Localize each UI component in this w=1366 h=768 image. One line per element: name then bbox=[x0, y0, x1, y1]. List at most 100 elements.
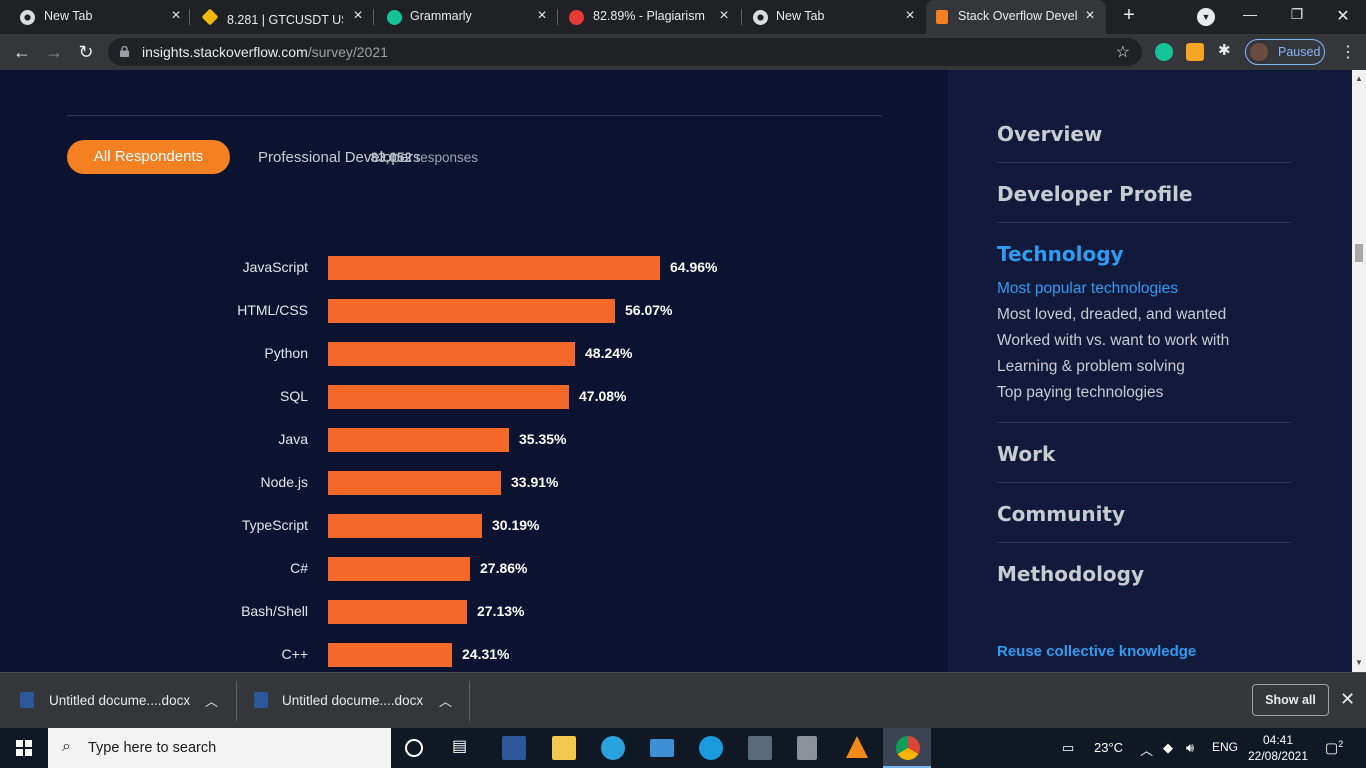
survey-main: All Respondents Professional Developers … bbox=[0, 70, 948, 672]
telegram-icon[interactable] bbox=[601, 736, 625, 760]
tab-grammarly[interactable]: Grammarly × bbox=[374, 0, 558, 34]
responses-number: 83,052 bbox=[370, 150, 412, 165]
chevron-up-icon[interactable]: ︿ bbox=[205, 694, 219, 709]
temperature-text[interactable]: 23°C bbox=[1094, 740, 1124, 755]
divider bbox=[236, 681, 237, 721]
volume-icon[interactable]: 🔊︎ bbox=[1186, 740, 1195, 755]
grammarly-extension-icon[interactable] bbox=[1155, 43, 1173, 61]
scroll-thumb[interactable] bbox=[1355, 244, 1363, 262]
nav-work[interactable]: Work bbox=[997, 442, 1056, 466]
show-all-button[interactable]: Show all bbox=[1252, 684, 1329, 716]
download-item[interactable]: Untitled docume....docx ︿ bbox=[0, 673, 237, 729]
reuse-knowledge-link[interactable]: Reuse collective knowledge bbox=[997, 643, 1197, 660]
url-text: insights.stackoverflow.com/survey/2021 bbox=[142, 44, 388, 60]
mail-icon[interactable] bbox=[650, 739, 674, 757]
notification-icon[interactable]: ▢2 bbox=[1325, 739, 1344, 756]
menu-kebab-icon[interactable]: ⋮ bbox=[1340, 44, 1356, 61]
dropbox-icon[interactable]: ◆ bbox=[1163, 740, 1173, 755]
chevron-up-icon[interactable]: ︿ bbox=[439, 694, 453, 709]
task-view-icon[interactable]: ▤ bbox=[452, 738, 468, 755]
nav-overview[interactable]: Overview bbox=[997, 122, 1103, 146]
bookmark-star-icon[interactable]: ☆ bbox=[1115, 44, 1130, 61]
divider bbox=[997, 422, 1291, 423]
back-arrow-icon[interactable]: ← bbox=[13, 42, 31, 62]
bar-label: Node.js bbox=[260, 474, 308, 490]
close-icon[interactable]: × bbox=[171, 7, 181, 24]
search-placeholder: Type here to search bbox=[88, 740, 217, 756]
download-item[interactable]: Untitled docume....docx ︿ bbox=[237, 673, 470, 729]
window-close-icon[interactable]: ✕ bbox=[1336, 8, 1350, 25]
language-indicator[interactable]: ENG bbox=[1212, 740, 1239, 754]
tab-new-tab-2[interactable]: New Tab × bbox=[742, 0, 926, 34]
bar-value-label: 33.91% bbox=[511, 474, 559, 490]
bar-value-label: 27.13% bbox=[477, 603, 525, 619]
nav-developer-profile[interactable]: Developer Profile bbox=[997, 182, 1193, 206]
nav-sub-most-loved[interactable]: Most loved, dreaded, and wanted bbox=[997, 306, 1227, 323]
clock[interactable]: 04:41 22/08/2021 bbox=[1246, 732, 1310, 764]
nav-technology[interactable]: Technology bbox=[997, 242, 1124, 266]
tab-search-icon[interactable]: ▼ bbox=[1197, 8, 1215, 26]
close-icon[interactable]: × bbox=[353, 7, 363, 24]
bar-value-label: 48.24% bbox=[585, 345, 633, 361]
scroll-down-icon[interactable]: ▼ bbox=[1355, 658, 1363, 667]
close-icon[interactable]: × bbox=[719, 7, 729, 24]
reload-icon[interactable]: ↻ bbox=[78, 42, 94, 62]
chrome-taskbar-button[interactable] bbox=[883, 728, 931, 768]
lock-icon bbox=[120, 46, 129, 57]
bar-value-label: 27.86% bbox=[480, 560, 528, 576]
divider bbox=[997, 482, 1291, 483]
clock-date: 22/08/2021 bbox=[1247, 749, 1309, 763]
bar-label: TypeScript bbox=[241, 517, 308, 533]
nav-methodology[interactable]: Methodology bbox=[997, 562, 1145, 586]
minimize-icon[interactable]: — bbox=[1243, 6, 1257, 22]
page-scrollbar[interactable]: ▲ ▼ bbox=[1352, 70, 1366, 672]
nav-community[interactable]: Community bbox=[997, 502, 1126, 526]
close-icon[interactable]: × bbox=[537, 7, 547, 24]
close-icon[interactable]: ✕ bbox=[1340, 689, 1356, 709]
nav-sub-top-paying[interactable]: Top paying technologies bbox=[997, 384, 1164, 401]
divider bbox=[997, 162, 1291, 163]
extensions-puzzle-icon[interactable]: ✱ bbox=[1218, 42, 1231, 59]
scroll-up-icon[interactable]: ▲ bbox=[1355, 74, 1363, 83]
edge-icon[interactable] bbox=[699, 736, 723, 760]
all-respondents-toggle[interactable]: All Respondents bbox=[67, 140, 230, 174]
tab-binance[interactable]: 8.281 | GTCUSDT USDⓂ × bbox=[190, 0, 374, 34]
vlc-icon[interactable] bbox=[846, 736, 868, 758]
nav-sub-worked-with[interactable]: Worked with vs. want to work with bbox=[997, 332, 1230, 349]
cortana-icon[interactable] bbox=[405, 739, 423, 757]
bar bbox=[328, 643, 452, 667]
file-explorer-icon[interactable] bbox=[552, 736, 576, 760]
tab-label: Stack Overflow Develo bbox=[958, 9, 1078, 23]
restore-icon[interactable]: ❐ bbox=[1290, 6, 1304, 22]
grammarly-icon bbox=[387, 10, 402, 25]
nav-sub-learning[interactable]: Learning & problem solving bbox=[997, 358, 1185, 375]
sq-extension-icon[interactable] bbox=[1186, 43, 1204, 61]
calculator-icon[interactable] bbox=[797, 736, 817, 760]
tab-label: Grammarly bbox=[410, 9, 472, 23]
word-app-icon[interactable] bbox=[502, 736, 526, 760]
clock-time: 04:41 bbox=[1262, 733, 1294, 747]
bar-label: JavaScript bbox=[242, 259, 308, 275]
windows-start-icon[interactable] bbox=[16, 740, 32, 756]
responses-count: 83,052 responses bbox=[371, 150, 478, 165]
address-bar[interactable]: insights.stackoverflow.com/survey/2021 ☆ bbox=[108, 38, 1142, 66]
nav-sub-most-popular[interactable]: Most popular technologies bbox=[997, 280, 1178, 297]
download-filename: Untitled docume....docx bbox=[49, 693, 191, 708]
taskbar-search-box[interactable]: ⌕ Type here to search bbox=[48, 728, 391, 768]
forward-arrow-icon[interactable]: → bbox=[45, 42, 63, 62]
download-filename: Untitled docume....docx bbox=[282, 693, 424, 708]
tab-new-tab-1[interactable]: New Tab × bbox=[0, 0, 190, 34]
sidebar-nav: Overview Developer Profile Technology Mo… bbox=[948, 70, 1352, 672]
tab-plagiarism[interactable]: 82.89% - Plagiarism sc × bbox=[558, 0, 742, 34]
bar-label: C# bbox=[290, 560, 308, 576]
new-tab-plus-icon[interactable]: + bbox=[1123, 4, 1135, 26]
professional-developers-toggle[interactable]: Professional Developers bbox=[258, 149, 421, 166]
profile-paused-button[interactable]: Paused bbox=[1245, 39, 1325, 65]
weather-icon[interactable]: ▭ bbox=[1062, 740, 1075, 755]
stackoverflow-icon bbox=[936, 10, 948, 24]
store-icon[interactable] bbox=[748, 736, 772, 760]
close-icon[interactable]: × bbox=[1085, 7, 1095, 24]
tab-stack-overflow[interactable]: Stack Overflow Develo × bbox=[926, 0, 1106, 34]
close-icon[interactable]: × bbox=[905, 7, 915, 24]
chevron-up-icon[interactable]: ︿ bbox=[1140, 743, 1154, 758]
